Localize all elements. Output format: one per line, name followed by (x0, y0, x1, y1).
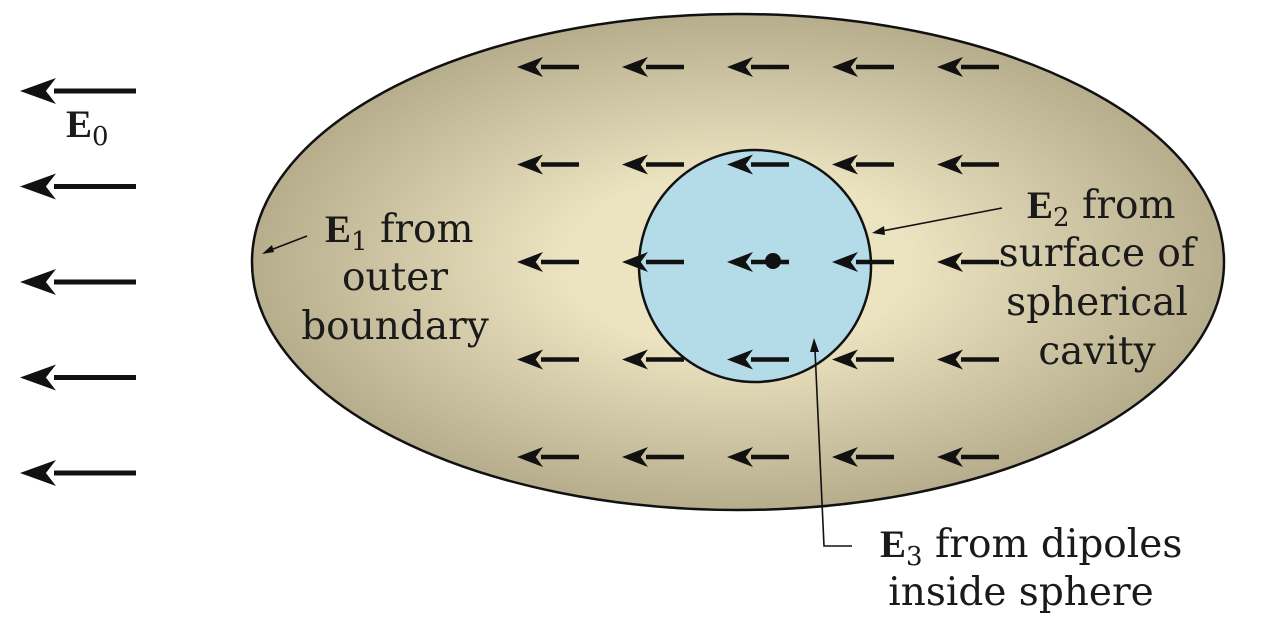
dielectric-field-arrow (622, 349, 684, 370)
external-field-arrow (20, 364, 136, 391)
external-field-arrow (20, 78, 136, 104)
spherical-cavity (637, 148, 873, 384)
dielectric-field-arrow (937, 447, 999, 467)
dielectric-field-arrow (832, 447, 894, 467)
e0-label: E0 (66, 103, 109, 152)
e1-annotation: E1 from outer boundary (262, 207, 489, 349)
external-field-arrow (20, 269, 136, 295)
e3-leader-arrowhead (810, 338, 819, 352)
dielectric-field-arrow (517, 349, 579, 370)
dielectric-field-arrow (517, 447, 579, 467)
e2-label-line2: surface of (999, 231, 1198, 276)
dielectric-field-arrow (937, 252, 999, 272)
cavity-field-arrow (622, 252, 684, 272)
e2-leader-arrowhead (872, 226, 885, 235)
dielectric-field-arrow (832, 57, 894, 77)
dielectric-field-arrow (937, 349, 999, 370)
dielectric-field-arrow (832, 154, 894, 175)
cavity-field-arrow (727, 349, 789, 370)
dielectric-field-arrow (937, 57, 999, 77)
dielectric-field-arrow (727, 57, 789, 77)
dielectric-field-arrow (517, 252, 579, 272)
dielectric-field-arrow (517, 154, 579, 175)
center-point (765, 253, 781, 269)
e1-leader-line (267, 235, 308, 252)
e3-leader-line (814, 349, 852, 547)
external-field-arrows (20, 78, 136, 486)
dielectric-field-arrow (727, 447, 789, 467)
e3-annotation: E3 from dipoles inside sphere (810, 338, 1182, 615)
dielectric-field-arrow (937, 154, 999, 175)
e1-label-line3: boundary (301, 304, 489, 349)
e2-label-line4: cavity (1038, 329, 1155, 374)
external-field-arrow (20, 460, 136, 486)
e1-label-line2: outer (342, 255, 448, 300)
e2-label-line1: E2 from (1027, 183, 1176, 233)
e3-label-line2: inside sphere (888, 570, 1153, 615)
e1-leader-arrowhead (262, 245, 274, 254)
e2-leader-line (881, 207, 1003, 232)
external-field-arrow (20, 173, 136, 200)
dielectric-field-arrow (517, 57, 579, 77)
dielectric-field-arrow (832, 349, 894, 370)
dielectric-field-arrow (622, 154, 684, 175)
cavity-field-arrow (727, 154, 789, 175)
dielectric-field-arrow (622, 57, 684, 77)
e2-annotation: E2 from surface of spherical cavity (872, 183, 1198, 374)
inner-field-arrows (517, 57, 999, 467)
e3-label-line1: E3 from dipoles (880, 522, 1182, 572)
cavity-field-arrow (832, 252, 894, 272)
e1-label-line1: E1 from (325, 207, 474, 257)
dielectric-field-arrow (622, 447, 684, 467)
e2-label-line3: spherical (1006, 280, 1188, 325)
